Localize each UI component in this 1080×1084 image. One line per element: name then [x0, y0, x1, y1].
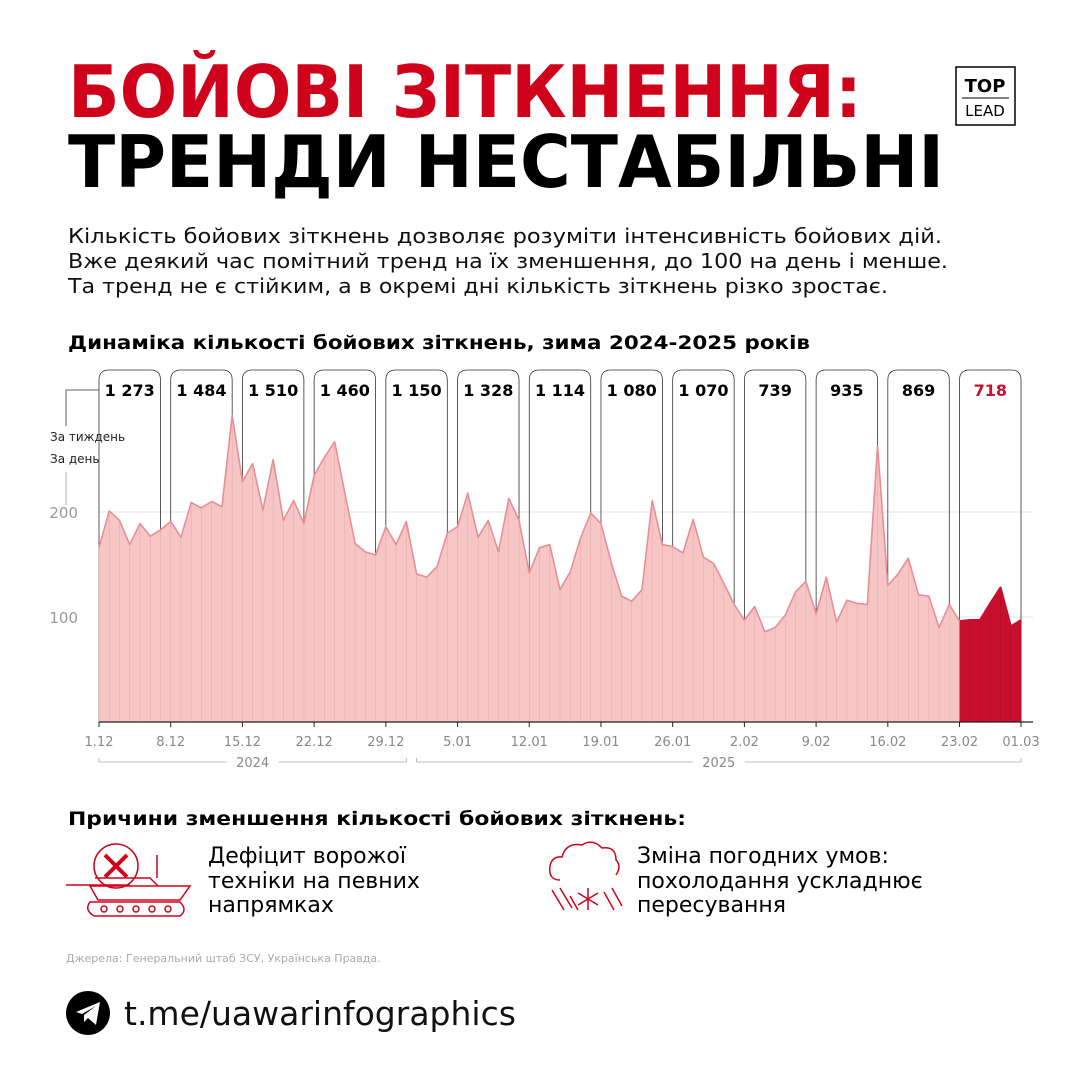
week-label: 1 484 [176, 381, 226, 400]
x-tick-label: 23.02 [941, 735, 978, 750]
y-tick-label: 200 [49, 504, 78, 522]
x-tick-label: 5.01 [443, 735, 472, 750]
reason-line: Дефіцит ворожої [208, 844, 407, 869]
line [98, 414, 951, 633]
week-box [600, 369, 663, 722]
reason-line: похолодання ускладнює [637, 869, 923, 894]
week-label: 739 [758, 381, 791, 400]
x-tick-label: 2.02 [730, 735, 759, 750]
x-tick-label: 22.12 [296, 735, 333, 750]
week-box [959, 369, 1022, 722]
area-bridge [949, 604, 960, 722]
week-label: 935 [830, 381, 863, 400]
week-box [313, 369, 376, 722]
logo-box [955, 66, 1016, 126]
telegram-plane [76, 1002, 100, 1025]
reasons-title: Причини зменшення кількості бойових зітк… [68, 808, 686, 830]
reason-line: пересування [637, 893, 786, 918]
week-label: 1 273 [105, 381, 155, 400]
x-tick-label: 9.02 [802, 735, 831, 750]
week-box [242, 369, 305, 722]
week-label: 1 080 [607, 381, 657, 400]
chart-title: Динаміка кількості бойових зіткнень, зим… [68, 332, 810, 354]
year-brace [416, 758, 1022, 763]
tank-icon [66, 843, 192, 917]
intro-line: Кількість бойових зіткнень дозволяє розу… [68, 224, 942, 248]
week-label: 1 510 [248, 381, 298, 400]
logo-top: TOP [965, 76, 1006, 97]
week-box [744, 369, 807, 722]
chart: 100 200 1 273 1 484 1 510 1 460 1 150 1 328 1 11… [49, 369, 1040, 771]
week-label: 1 070 [678, 381, 728, 400]
reason-line: Зміна погодних умов: [637, 844, 889, 869]
intro-line: Та тренд не є стійким, а в окремі дні кі… [67, 274, 888, 298]
week-label: 1 150 [392, 381, 442, 400]
year-brace [98, 758, 407, 763]
area [99, 415, 950, 722]
x-tick-label: 01.03 [1002, 735, 1039, 750]
source: Джерела: Генеральний штаб ЗСУ, Українськ… [66, 952, 381, 965]
line [959, 586, 1022, 628]
week-label: 1 328 [463, 381, 513, 400]
week-label: 1 114 [535, 381, 585, 400]
week-label: 1 460 [320, 381, 370, 400]
x-tick-label: 16.02 [869, 735, 906, 750]
reason-line: напрямках [208, 893, 334, 918]
year-label: 2024 [236, 756, 269, 771]
x-tick-label: 1.12 [85, 735, 114, 750]
legend-daily: За день [50, 452, 99, 466]
x-tick-label: 19.01 [582, 735, 619, 750]
weather-icon [548, 841, 623, 911]
y-tick-label: 100 [49, 609, 78, 627]
line-bridge [948, 603, 961, 622]
week-box [528, 369, 592, 722]
x-tick-label: 12.01 [511, 735, 548, 750]
week-box [385, 369, 448, 722]
intro-line: Вже деякий час помітний тренд на їх змен… [68, 249, 948, 273]
week-box [815, 369, 878, 722]
legend-weekly: За тиждень [50, 430, 125, 444]
link[interactable]: t.me/uawarinfographics [124, 994, 516, 1033]
week-label: 869 [902, 381, 935, 400]
legend-bracket [65, 389, 99, 426]
year-label: 2025 [702, 756, 735, 771]
week-box [170, 369, 233, 722]
logo-bottom: LEAD [965, 102, 1005, 120]
week-box [887, 369, 950, 722]
x-tick-label: 29.12 [367, 735, 404, 750]
x-tick-label: 26.01 [654, 735, 691, 750]
week-box [457, 369, 520, 722]
title-line1: БОЙОВІ ЗІТКНЕННЯ: [68, 50, 862, 134]
reason-line: техніки на певних [208, 869, 420, 894]
x-tick-label: 15.12 [224, 735, 261, 750]
week-label: 718 [974, 381, 1007, 400]
week-box [672, 369, 735, 722]
week-box [98, 369, 161, 722]
title-line2: ТРЕНДИ НЕСТАБІЛЬНІ [68, 120, 944, 204]
x-tick-label: 8.12 [156, 735, 185, 750]
